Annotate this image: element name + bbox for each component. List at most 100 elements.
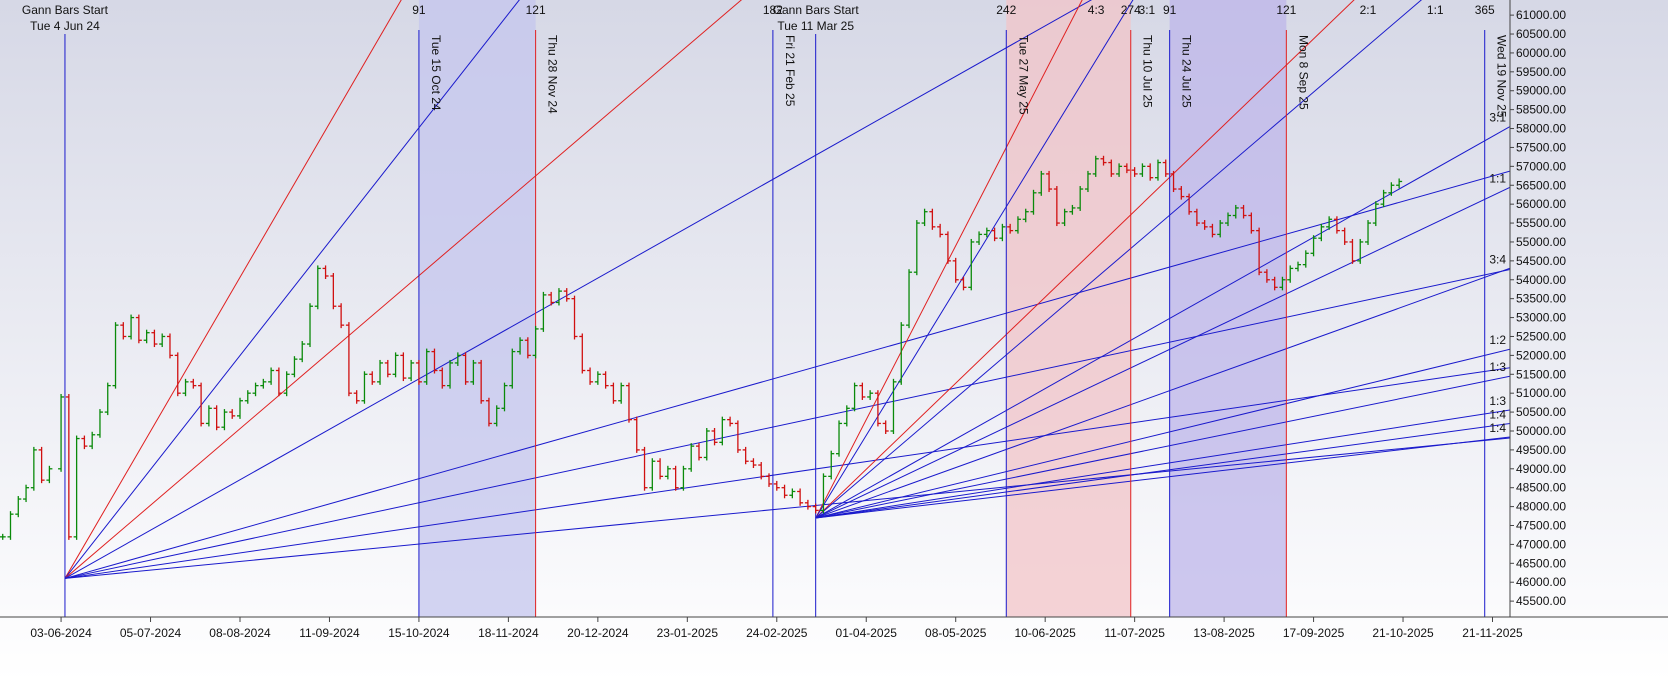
- price-bar: [252, 382, 259, 397]
- price-bar: [89, 431, 96, 450]
- price-bar: [283, 371, 290, 397]
- y-tick-label: 58500.00: [1516, 103, 1566, 117]
- price-bar: [1380, 189, 1387, 208]
- price-bar: [789, 488, 796, 499]
- price-bar: [695, 443, 702, 461]
- price-bar: [1178, 186, 1185, 200]
- gann-fan-line: [815, 267, 1510, 519]
- price-bar: [921, 208, 928, 227]
- fan-ratio-label: 2:1: [1360, 3, 1377, 17]
- price-bar: [470, 359, 477, 385]
- x-tick-label: 11-07-2025: [1104, 626, 1165, 640]
- shaded-band: [1169, 0, 1287, 617]
- price-bar: [540, 291, 547, 332]
- price-bar: [369, 371, 376, 385]
- price-bar: [711, 427, 718, 446]
- price-bar: [618, 382, 625, 404]
- price-bar: [275, 367, 282, 397]
- price-bar: [1046, 170, 1053, 193]
- y-tick-label: 47000.00: [1516, 537, 1566, 551]
- x-tick-label: 11-09-2024: [299, 626, 360, 640]
- price-bar: [867, 390, 874, 400]
- price-bar: [1131, 167, 1138, 177]
- price-bar: [330, 272, 337, 310]
- price-bar: [952, 257, 959, 283]
- price-bar: [804, 499, 811, 510]
- price-bar: [182, 378, 189, 397]
- gann-fan-line: [815, 375, 1510, 519]
- y-tick-label: 59000.00: [1516, 84, 1566, 98]
- fan-ratio-label: 3:1: [1489, 111, 1506, 125]
- price-bar: [1069, 204, 1076, 215]
- price-bar: [836, 420, 843, 457]
- price-bar: [703, 427, 710, 461]
- gann-fan-line: [64, 367, 1510, 579]
- price-bar: [439, 367, 446, 389]
- price-bar: [937, 223, 944, 238]
- price-bar: [758, 462, 765, 480]
- price-bar: [719, 416, 726, 446]
- price-bar: [485, 397, 492, 427]
- price-bar: [353, 390, 360, 404]
- price-bar: [944, 231, 951, 264]
- y-tick-label: 48000.00: [1516, 500, 1566, 514]
- fan-ratio-label: 1:4: [1489, 421, 1506, 435]
- overlay: 4:3 3:1 2:1 1:13:11:13:41:21:31:31:41:4Tue …: [22, 3, 1509, 435]
- price-bar: [58, 393, 65, 472]
- price-bar: [81, 435, 88, 450]
- price-bar: [431, 348, 438, 374]
- price-bar: [338, 303, 345, 329]
- price-bar: [555, 288, 562, 306]
- price-bar: [1357, 238, 1364, 264]
- price-bar: [906, 269, 913, 329]
- price-bar: [1022, 208, 1029, 223]
- gann-fan-line: [815, 0, 1083, 519]
- gann-fan-line: [64, 0, 743, 579]
- gann-fan-line: [815, 186, 1510, 519]
- price-bar: [968, 238, 975, 291]
- price-bar: [1139, 163, 1146, 177]
- y-tick-label: 53500.00: [1516, 292, 1566, 306]
- price-bar: [415, 359, 422, 385]
- price-bar: [361, 371, 368, 404]
- price-bar: [236, 397, 243, 419]
- price-bar: [680, 465, 687, 491]
- price-bar: [727, 416, 734, 427]
- price-bar: [781, 484, 788, 499]
- price-bar: [345, 322, 352, 397]
- price-bar: [1100, 155, 1107, 166]
- price-bar: [734, 420, 741, 453]
- gann-fan-line: [64, 0, 1093, 579]
- y-tick-label: 55500.00: [1516, 216, 1566, 230]
- fan-ratio-label: 4:3: [1088, 3, 1105, 17]
- price-bar: [221, 409, 228, 431]
- y-tick-label: 46000.00: [1516, 575, 1566, 589]
- price-bar: [174, 352, 181, 397]
- price-bar: [960, 276, 967, 291]
- price-bar: [307, 303, 314, 348]
- price-bar: [633, 416, 640, 453]
- price-bar: [166, 333, 173, 359]
- price-bar: [999, 223, 1006, 242]
- price-bar: [128, 314, 135, 340]
- x-tick-label: 20-12-2024: [567, 626, 629, 640]
- price-bar: [828, 450, 835, 480]
- time-cycle-date: Fri 21 Feb 25: [783, 35, 797, 107]
- time-cycle-date: Tue 27 May 25: [1016, 35, 1030, 115]
- y-tick-label: 47500.00: [1516, 519, 1566, 533]
- x-tick-label: 21-11-2025: [1462, 626, 1523, 640]
- y-tick-label: 46500.00: [1516, 556, 1566, 570]
- price-bar: [1287, 265, 1294, 283]
- price-bar: [268, 367, 275, 385]
- price-bar: [649, 458, 656, 491]
- time-cycle-date: Mon 8 Sep 25: [1296, 35, 1310, 110]
- price-bar: [1256, 227, 1263, 276]
- price-bar: [1030, 189, 1037, 215]
- price-bar: [548, 291, 555, 306]
- y-tick-label: 50000.00: [1516, 424, 1566, 438]
- fan-ratio-label: 3:4: [1489, 252, 1506, 266]
- price-bar: [244, 390, 251, 404]
- x-tick-label: 10-06-2025: [1014, 626, 1076, 640]
- y-tick-label: 49000.00: [1516, 462, 1566, 476]
- price-bar: [1372, 201, 1379, 227]
